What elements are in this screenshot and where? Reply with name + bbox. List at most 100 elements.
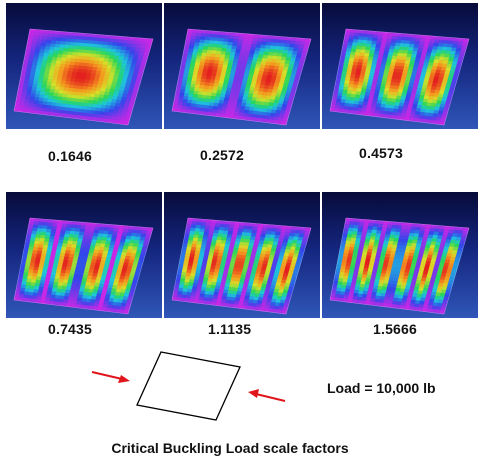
contour-cell [37,58,44,63]
contour-cell [199,36,206,41]
contour-cell [216,236,223,241]
contour-cell [394,231,401,236]
contour-cell [384,64,391,69]
contour-cell [33,54,40,59]
contour-cell [40,65,47,70]
contour-cell [388,237,395,242]
contour-cell [233,244,240,249]
contour-cell [377,57,383,62]
contour-cell [358,267,365,272]
contour-cell [189,230,196,235]
contour-cell [34,240,40,245]
contour-cell [30,48,36,53]
contour-cell [63,44,70,49]
contour-cell [350,51,356,56]
contour-mesh [171,217,312,315]
contour-cell [372,37,378,42]
contour-cell [366,229,373,234]
contour-cell [40,45,46,50]
contour-cell [220,259,227,264]
contour-cell [217,63,224,68]
contour-cell [350,71,357,76]
right-load-arrow [248,389,286,402]
contour-cell [46,248,53,253]
contour-cell [366,40,373,45]
contour-cell [378,259,385,264]
contour-cell [207,69,213,74]
contour-cell [362,248,369,253]
contour-cell [123,309,130,315]
contour-cell [201,49,208,54]
contour-cell [230,48,237,53]
contour-cell [210,33,216,38]
contour-cell [32,250,38,255]
contour-cell [206,238,213,243]
contour-cell [218,226,225,231]
plate-edge [329,217,470,315]
contour-cell [204,225,211,230]
contour-cell [40,234,46,239]
contour-cell [204,59,211,64]
contour-cell [208,251,215,257]
contour-cell [68,45,75,50]
contour-cell [205,241,212,247]
contour-cell [346,237,352,242]
contour-cell [186,57,192,62]
contour-cell [343,224,350,229]
contour-cell [225,51,232,56]
contour-cell [281,120,288,126]
contour-cell [216,47,223,52]
contour-cell [228,247,235,252]
contour-cell [62,70,69,75]
contour-cell [55,40,62,45]
contour-cell [34,71,41,76]
contour-cell [187,73,194,78]
contour-cell [383,240,390,245]
contour-cell [213,40,220,45]
contour-cell [50,251,57,257]
contour-cell [232,228,239,233]
contour-cell [74,228,81,233]
contour-cell [61,243,68,248]
contour-cell [123,120,130,126]
mode-shape-panel-6 [322,192,478,318]
contour-cell [350,240,356,245]
contour-cell [215,50,222,55]
contour-cell [377,266,384,271]
contour-cell [348,250,354,255]
contour-cell [352,231,358,236]
contour-cell [377,243,384,248]
contour-cell [219,34,226,39]
contour-cell [214,226,220,231]
contour-cell [353,270,359,275]
contour-cell [187,262,194,267]
contour-cell [188,237,194,242]
contour-cell [379,47,386,52]
contour-cell [212,43,219,48]
contour-cell [236,231,243,236]
contour-cell [63,47,70,52]
contour-cell [363,33,370,38]
contour-cell [216,256,223,261]
contour-cell [190,35,197,40]
contour-cell [75,244,82,249]
contour-cell [51,56,58,61]
contour-cell [364,238,371,243]
contour-cell [31,230,38,235]
contour-cell [36,231,42,236]
contour-cell [365,258,371,263]
contour-cell [47,241,54,247]
mode-shape-plot-5 [171,217,312,315]
contour-cell [200,267,207,272]
contour-cell [210,222,216,227]
contour-cell [43,241,50,246]
contour-cell [384,253,391,258]
contour-cell [390,39,397,44]
contour-cell [363,222,370,227]
contour-cell [190,61,196,66]
contour-cell [48,49,55,54]
contour-cell [34,260,41,265]
contour-cell [186,246,192,251]
contour-cell [361,42,368,48]
contour-cell [228,58,235,63]
